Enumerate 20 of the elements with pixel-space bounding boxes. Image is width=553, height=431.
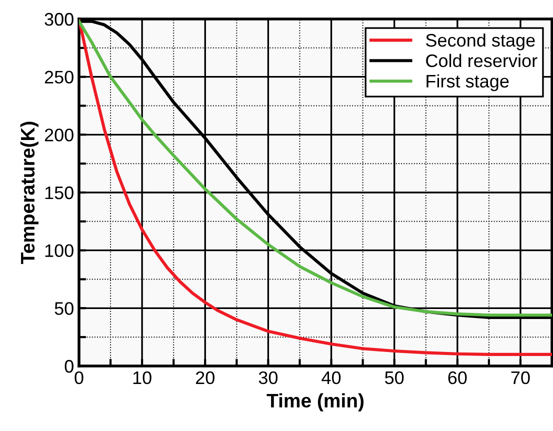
x-tick-label: 60: [448, 371, 467, 384]
y-tick-label: 150: [45, 186, 74, 200]
x-tick-label: 10: [133, 371, 152, 384]
legend-label: First stage: [426, 74, 509, 92]
x-tick-label: 30: [258, 371, 278, 384]
x-tick-label: 50: [385, 371, 404, 384]
x-tick-label: 40: [322, 371, 341, 384]
y-tick-label: 0: [64, 360, 74, 373]
legend-label: Second stage: [426, 33, 535, 50]
x-tick-label: 70: [511, 371, 530, 384]
y-tick-label: 100: [45, 244, 74, 258]
y-tick-label: 300: [44, 12, 74, 26]
y-tick-label: 200: [44, 128, 74, 142]
y-tick-label: 50: [54, 302, 74, 315]
y-axis-title: Temperature(K): [20, 122, 38, 264]
x-tick-label: 0: [74, 371, 84, 384]
legend-label: Cold reservior: [426, 54, 538, 68]
y-tick-label: 250: [44, 70, 74, 84]
x-tick-label: 20: [196, 371, 214, 384]
x-axis-title: Time (min): [266, 393, 364, 412]
